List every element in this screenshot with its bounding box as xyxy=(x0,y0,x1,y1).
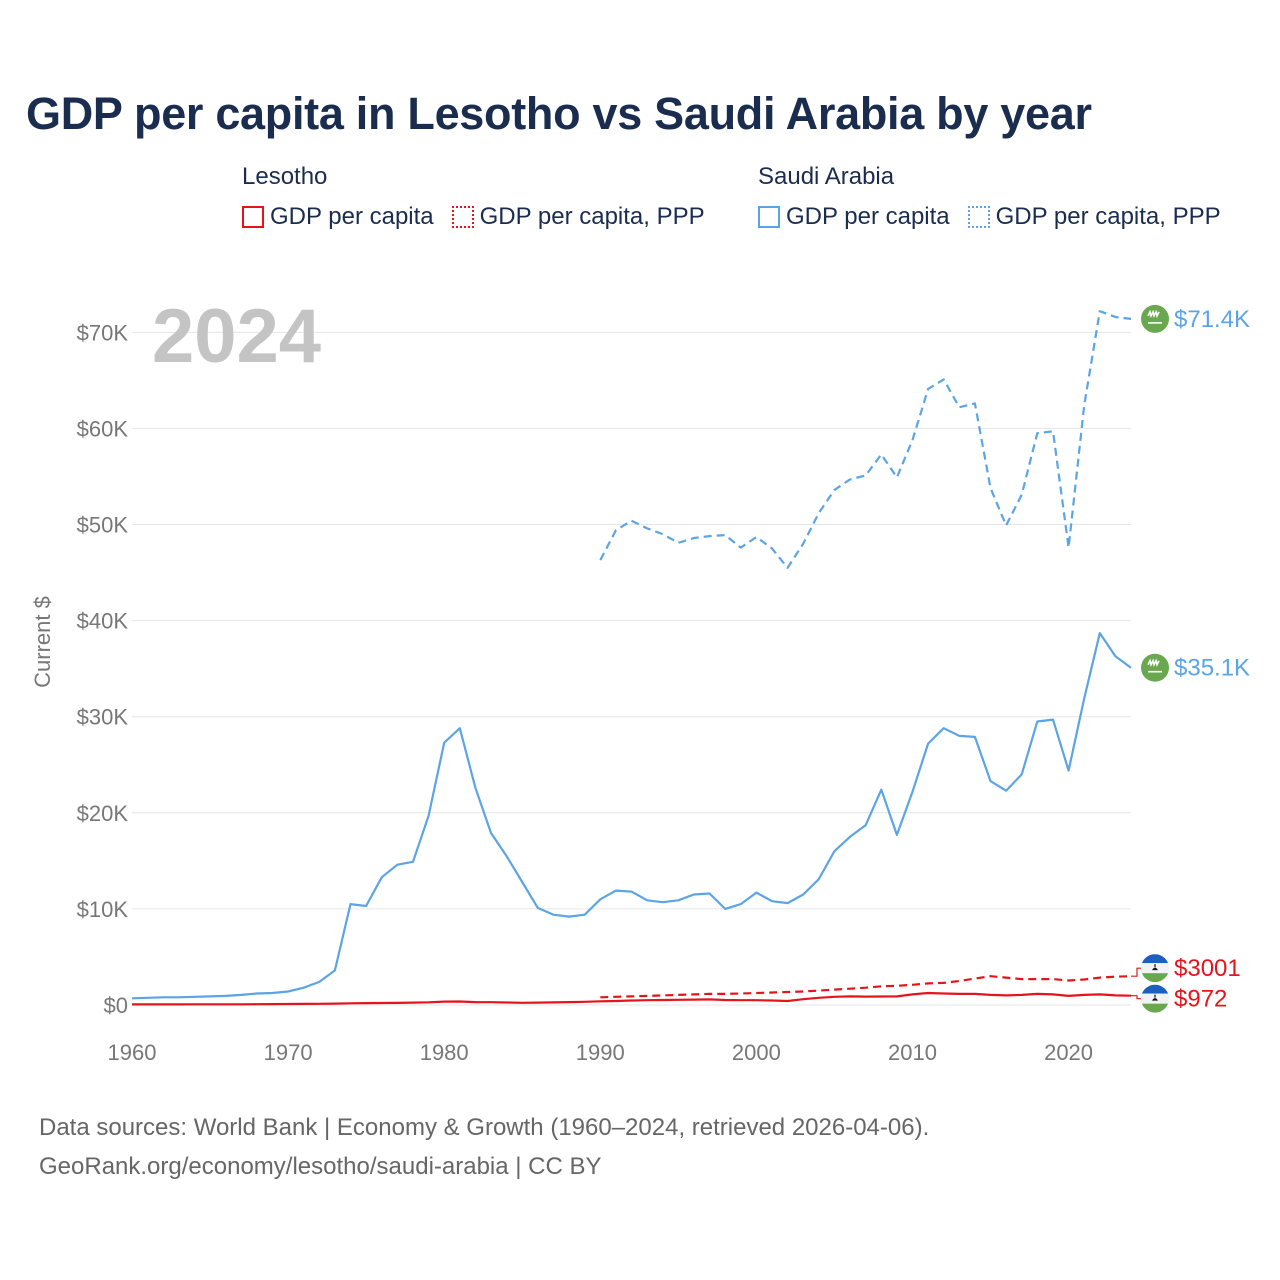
legend-swatch-solid xyxy=(242,206,264,228)
legend-item-saudi-gdp[interactable]: GDP per capita xyxy=(758,203,950,231)
legend-group-saudi-arabia: Saudi Arabia GDP per capita GDP per capi… xyxy=(758,163,1221,231)
saudi-arabia-flag-icon xyxy=(1141,653,1169,682)
y-tick-label: $20K xyxy=(77,801,129,826)
x-tick-label: 2010 xyxy=(888,1040,937,1065)
flag-stripe-blue xyxy=(1141,954,1169,964)
x-tick-label: 1980 xyxy=(420,1040,469,1065)
legend-swatch-dotted xyxy=(451,206,474,228)
legend-item-label: GDP per capita, PPP xyxy=(995,203,1221,230)
lesotho-flag-icon xyxy=(1141,954,1169,983)
saudi-arabia-flag-icon xyxy=(1141,304,1169,333)
y-tick-label: $0 xyxy=(104,993,128,1018)
x-tick-label: 1960 xyxy=(108,1040,157,1065)
flag-hat xyxy=(1152,967,1158,971)
footer-sources: Data sources: World Bank | Economy & Gro… xyxy=(39,1114,930,1141)
series-line-saudi-arabia-gdp-per-capita-ppp xyxy=(599,310,1132,569)
legend-swatch-solid xyxy=(758,206,780,228)
y-tick-label: $10K xyxy=(77,897,129,922)
y-axis-label: Current $ xyxy=(30,596,55,688)
legend-item-label: GDP per capita xyxy=(786,203,950,230)
legend-group-name: Saudi Arabia xyxy=(758,163,895,190)
series-line-saudi-arabia-gdp-per-capita xyxy=(131,631,1132,1000)
label-leader-line xyxy=(1131,995,1141,1000)
x-tick-label: 2000 xyxy=(732,1040,781,1065)
legend-item-label: GDP per capita xyxy=(270,203,434,230)
legend-group-lesotho: Lesotho GDP per capita GDP per capita, P… xyxy=(242,163,705,231)
y-tick-label: $60K xyxy=(77,416,129,441)
flag-stripe-green xyxy=(1141,973,1169,983)
end-value-label: $972 xyxy=(1174,986,1227,1013)
y-tick-label: $40K xyxy=(77,609,129,634)
x-tick-label: 2020 xyxy=(1044,1040,1093,1065)
legend-item-saudi-gdp-ppp[interactable]: GDP per capita, PPP xyxy=(967,203,1221,231)
footer: Data sources: World Bank | Economy & Gro… xyxy=(39,1108,929,1186)
flag-circle xyxy=(1141,653,1169,682)
flag-stripe-green xyxy=(1141,1003,1169,1013)
flag-body xyxy=(1141,984,1169,1013)
series-line-lesotho-gdp-per-capita-ppp xyxy=(600,975,1132,999)
x-tick-label: 1990 xyxy=(576,1040,625,1065)
flag-script xyxy=(1147,309,1160,319)
end-value-label: $35.1K xyxy=(1174,655,1250,682)
legend-item-label: GDP per capita, PPP xyxy=(479,203,705,230)
end-value-label: $71.4K xyxy=(1174,306,1250,333)
legend-item-lesotho-gdp[interactable]: GDP per capita xyxy=(242,203,434,231)
y-tick-label: $30K xyxy=(77,705,129,730)
legend-swatch-dotted xyxy=(967,206,990,228)
y-tick-label: $70K xyxy=(77,320,129,345)
label-leader-line xyxy=(1131,967,1141,977)
chart-title: GDP per capita in Lesotho vs Saudi Arabi… xyxy=(26,88,1092,139)
year-overlay: 2024 xyxy=(152,294,321,379)
x-tick-label: 1970 xyxy=(264,1040,313,1065)
y-tick-label: $50K xyxy=(77,513,129,538)
legend-item-lesotho-gdp-ppp[interactable]: GDP per capita, PPP xyxy=(451,203,705,231)
flag-circle xyxy=(1141,304,1169,333)
footer-link[interactable]: GeoRank.org/economy/lesotho/saudi-arabia… xyxy=(39,1153,602,1180)
end-value-label: $3001 xyxy=(1174,955,1241,982)
flag-script xyxy=(1147,658,1160,667)
lesotho-flag-icon xyxy=(1141,984,1169,1013)
series-line-lesotho-gdp-per-capita xyxy=(132,991,1132,1006)
flag-body xyxy=(1141,954,1169,983)
flag-stripe-blue xyxy=(1141,984,1169,994)
flag-hat xyxy=(1152,998,1158,1001)
legend-group-name: Lesotho xyxy=(242,163,328,190)
